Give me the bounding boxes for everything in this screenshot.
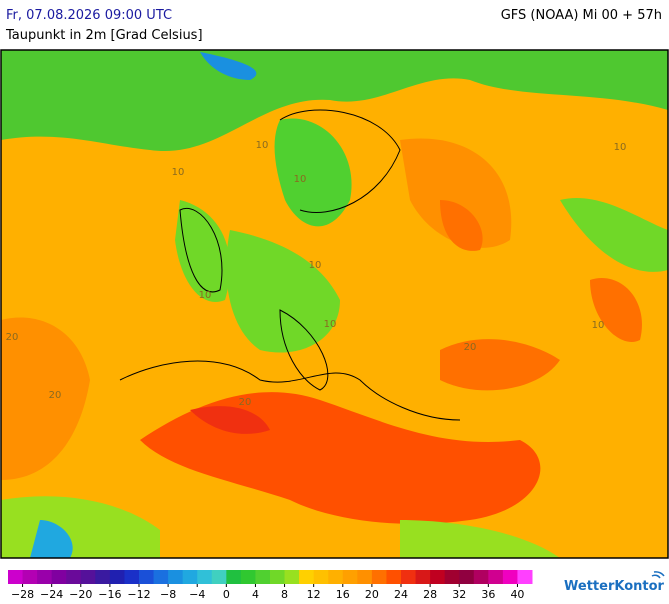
- colorbar-tick-label: 4: [252, 588, 259, 600]
- med-west-red: [190, 406, 270, 434]
- caspian: [590, 278, 642, 342]
- colorbar-swatch: [37, 570, 53, 584]
- colorbar-swatch: [313, 570, 329, 584]
- coastline: [279, 109, 401, 213]
- colorbar-tick-label: −28: [11, 588, 34, 600]
- colorbar-tick-label: 24: [394, 588, 408, 600]
- colorbar-swatch: [211, 570, 227, 584]
- black-sea: [440, 339, 560, 391]
- africa-blue: [30, 520, 73, 558]
- contour-label: 10: [592, 320, 605, 331]
- contour-label: 10: [294, 174, 307, 185]
- russia-hot: [440, 200, 483, 251]
- colorbar-tick-label: 36: [481, 588, 495, 600]
- colorbar-swatch: [182, 570, 198, 584]
- colorbar-tick-label: −20: [69, 588, 92, 600]
- contour-label: 10: [199, 290, 212, 301]
- colorbar-tick-label: 0: [223, 588, 230, 600]
- colorbar-swatch: [22, 570, 38, 584]
- colorbar-swatch: [284, 570, 300, 584]
- colorbar-swatch: [459, 570, 475, 584]
- logo: WetterKontor: [564, 571, 665, 594]
- contour-label: 20: [464, 342, 477, 353]
- colorbar-swatch: [240, 570, 256, 584]
- colorbar-swatch: [109, 570, 125, 584]
- colorbar-swatch: [95, 570, 111, 584]
- east-green: [560, 197, 668, 272]
- colorbar-tick-label: 32: [452, 588, 466, 600]
- colorbar-swatch: [415, 570, 431, 584]
- colorbar-tick-label: −4: [189, 588, 205, 600]
- cold-patch: [200, 52, 257, 80]
- map-frame: [0, 49, 669, 559]
- colorbar-swatch: [430, 570, 446, 584]
- atlantic-orange: [1, 317, 90, 480]
- colorbar-tick-label: 8: [281, 588, 288, 600]
- colorbar-tick-label: −8: [160, 588, 176, 600]
- colorbar-swatch: [226, 570, 242, 584]
- subtitle: Taupunkt in 2m [Grad Celsius]: [5, 28, 203, 43]
- colorbar-tick-label: −12: [127, 588, 150, 600]
- colorbar-swatch: [371, 570, 387, 584]
- colorbar-swatch: [153, 570, 169, 584]
- colorbar-swatch: [197, 570, 213, 584]
- colorbar-swatch: [168, 570, 184, 584]
- colorbar-swatch: [342, 570, 358, 584]
- colorbar-tick-label: 20: [365, 588, 379, 600]
- contour-label: 10: [309, 260, 322, 271]
- contour-label: 10: [256, 140, 269, 151]
- datetime: Fr, 07.08.2026 09:00 UTC: [6, 8, 172, 23]
- contour-label: 10: [614, 142, 627, 153]
- coastline: [179, 208, 223, 293]
- colorbar-swatch: [299, 570, 315, 584]
- colorbar-swatch: [51, 570, 67, 584]
- colorbar-swatch: [255, 570, 271, 584]
- colorbar-swatch: [386, 570, 402, 584]
- scandinavia-green: [274, 118, 352, 227]
- britain-green: [175, 200, 230, 302]
- colorbar-swatch: [488, 570, 504, 584]
- contour-label: 20: [49, 390, 62, 401]
- contour-label: 10: [324, 319, 337, 330]
- colorbar-swatch: [401, 570, 417, 584]
- colorbar-swatch: [357, 570, 373, 584]
- logo-waves: [651, 571, 665, 579]
- contour-label: 20: [6, 332, 19, 343]
- model-run: GFS (NOAA) Mi 00 + 57h: [501, 8, 662, 23]
- colorbar-swatch: [124, 570, 140, 584]
- colorbar-swatch: [502, 570, 518, 584]
- colorbar-swatch: [473, 570, 489, 584]
- colorbar-tick-label: 40: [510, 588, 524, 600]
- africa-east: [400, 520, 560, 558]
- coastline: [279, 309, 329, 391]
- colorbar-tick-label: 28: [423, 588, 437, 600]
- colorbar-swatch: [139, 570, 155, 584]
- contour-label: 10: [172, 167, 185, 178]
- colorbar-tick-label: −16: [98, 588, 121, 600]
- coastline: [119, 360, 461, 421]
- colorbar-swatch: [80, 570, 96, 584]
- colorbar-swatch: [66, 570, 82, 584]
- map-labels: 10 10 10 10 10 10 10 20 20 20 20 10: [6, 140, 627, 408]
- colorbar-tick-label: −24: [40, 588, 63, 600]
- colorbar-swatch: [444, 570, 460, 584]
- colorbar-swatch: [517, 570, 533, 584]
- colorbar-swatch: [328, 570, 344, 584]
- contour-label: 20: [239, 397, 252, 408]
- colorbar: −28 −24 −20 −16 −12 −8 −4 0 4 8 12 16 20 24 28 32 36 40: [8, 570, 533, 601]
- colorbar-swatch: [270, 570, 286, 584]
- map: 10 10 10 10 10 10 10 20 20 20 20 10: [0, 49, 669, 559]
- brand: WetterKontor: [564, 579, 665, 594]
- colorbar-swatch: [8, 570, 24, 584]
- central-green: [226, 230, 340, 353]
- colorbar-tick-label: 12: [307, 588, 321, 600]
- colorbar-tick-label: 16: [336, 588, 350, 600]
- north-green: [1, 50, 668, 152]
- russia-orange: [400, 138, 512, 248]
